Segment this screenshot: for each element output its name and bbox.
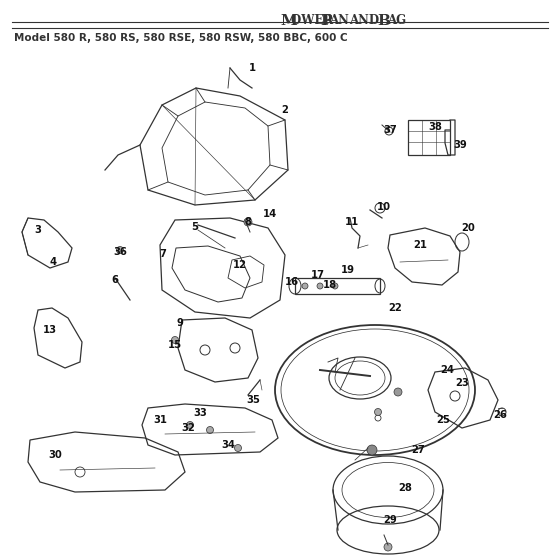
Text: 14: 14 xyxy=(263,209,277,219)
Text: 12: 12 xyxy=(233,260,247,270)
Text: 2: 2 xyxy=(282,105,288,115)
Text: 18: 18 xyxy=(323,280,337,290)
Text: AG: AG xyxy=(387,14,406,27)
Bar xyxy=(408,120,450,155)
Text: 5: 5 xyxy=(192,222,198,232)
Text: 13: 13 xyxy=(43,325,57,335)
Circle shape xyxy=(116,246,124,254)
Text: 4: 4 xyxy=(49,257,57,267)
Text: 38: 38 xyxy=(428,122,442,132)
Text: B: B xyxy=(377,14,390,28)
Text: 39: 39 xyxy=(453,140,467,150)
Circle shape xyxy=(186,422,194,428)
Text: 8: 8 xyxy=(245,217,251,227)
Circle shape xyxy=(235,445,241,451)
Text: 9: 9 xyxy=(176,318,184,328)
Text: AN: AN xyxy=(329,14,353,27)
Text: 35: 35 xyxy=(246,395,260,405)
Text: 36: 36 xyxy=(113,247,127,257)
Text: 25: 25 xyxy=(436,415,450,425)
Text: 30: 30 xyxy=(48,450,62,460)
Circle shape xyxy=(384,543,392,551)
Text: 17: 17 xyxy=(311,270,325,280)
Text: 20: 20 xyxy=(461,223,475,233)
Text: 16: 16 xyxy=(285,277,299,287)
Text: AND: AND xyxy=(349,14,383,27)
Text: 31: 31 xyxy=(153,415,167,425)
Circle shape xyxy=(394,388,402,396)
Text: 28: 28 xyxy=(398,483,412,493)
Text: P: P xyxy=(320,14,332,28)
Circle shape xyxy=(375,408,381,416)
Circle shape xyxy=(302,283,308,289)
Text: 33: 33 xyxy=(193,408,207,418)
Circle shape xyxy=(244,218,252,226)
Text: 34: 34 xyxy=(221,440,235,450)
Text: 21: 21 xyxy=(413,240,427,250)
Text: 19: 19 xyxy=(341,265,355,275)
Text: 27: 27 xyxy=(411,445,425,455)
Text: 26: 26 xyxy=(493,410,507,420)
Circle shape xyxy=(367,445,377,455)
Text: 6: 6 xyxy=(111,275,119,285)
Text: 22: 22 xyxy=(388,303,402,313)
Text: 23: 23 xyxy=(455,378,469,388)
Circle shape xyxy=(332,283,338,289)
Circle shape xyxy=(207,427,213,433)
Text: 11: 11 xyxy=(345,217,359,227)
Text: Model 580 R, 580 RS, 580 RSE, 580 RSW, 580 BBC, 600 C: Model 580 R, 580 RS, 580 RSE, 580 RSW, 5… xyxy=(14,33,348,43)
Text: M: M xyxy=(280,14,297,28)
Text: 7: 7 xyxy=(160,249,166,259)
Bar xyxy=(295,278,380,294)
Text: 15: 15 xyxy=(168,340,182,350)
Text: OWER: OWER xyxy=(291,14,337,27)
Text: 10: 10 xyxy=(377,202,391,212)
Circle shape xyxy=(171,337,179,343)
Text: 3: 3 xyxy=(35,225,41,235)
Circle shape xyxy=(317,283,323,289)
Text: 37: 37 xyxy=(383,125,397,135)
Text: 24: 24 xyxy=(440,365,454,375)
Text: 29: 29 xyxy=(383,515,397,525)
Text: 1: 1 xyxy=(249,63,255,73)
Text: 32: 32 xyxy=(181,423,195,433)
